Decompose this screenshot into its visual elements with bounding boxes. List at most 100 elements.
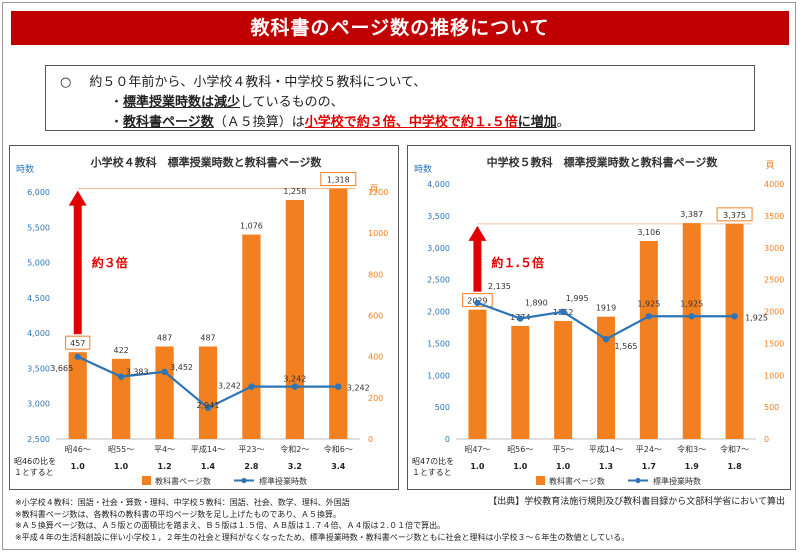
chart-title: 小学校４教科 標準授業時数と教科書ページ数	[90, 155, 323, 169]
page-bar	[155, 346, 174, 439]
increase-text: に増加	[517, 115, 557, 130]
hours-point	[474, 299, 481, 307]
right-axis-label: 頁	[369, 184, 378, 195]
page-value-label: 422	[114, 346, 129, 355]
right-tick-label: 600	[368, 312, 383, 321]
increase-multiplier: 約１.５倍	[491, 255, 544, 270]
category-label: 平成14～	[589, 444, 623, 454]
hours-value-label: 2,941	[197, 401, 220, 410]
ratio-value: 1.8	[727, 462, 742, 471]
hours-point	[731, 313, 738, 320]
page-value-label: 3,375	[723, 211, 746, 220]
hours-point	[204, 404, 212, 412]
ratio-value: 1.0	[114, 462, 129, 471]
left-tick-label: 1,000	[427, 371, 450, 380]
summary-line-3: ・教科書ページ数（Ａ５換算）は小学校で約３倍、中学校で約１.５倍に増加。	[110, 111, 570, 130]
hours-value-label: 1,925	[680, 299, 703, 308]
right-tick-label: 2000	[764, 308, 784, 317]
junior-increase: 中学校で約１.５倍	[408, 115, 518, 130]
left-tick-label: 5,500	[27, 223, 50, 232]
category-label: 昭46～	[65, 445, 91, 454]
elementary-chart-panel: 小学校４教科 標準授業時数と教科書ページ数 時数頁 2,500 3,000 3,500 4…	[9, 145, 399, 490]
category-label: 昭55～	[108, 445, 134, 454]
hours-value-label: 3,383	[126, 368, 149, 377]
page-value-label: 1,258	[283, 187, 306, 196]
note-2: ※教科書ページ数は、各教科の教科書の平均ページ数を足し上げたものであり、Ａ５換算…	[15, 509, 341, 519]
hours-value-label: 1,565	[615, 342, 638, 351]
left-tick-label: 4,000	[427, 180, 450, 189]
right-tick-label: 3500	[764, 212, 784, 221]
hours-point	[248, 383, 255, 390]
hours-point	[161, 368, 168, 376]
left-tick-label: 3,500	[27, 364, 50, 373]
left-tick-label: 2,500	[427, 276, 450, 285]
page-bar	[682, 223, 701, 439]
category-label: 平成14～	[191, 444, 225, 454]
increase-arrow-head	[68, 190, 87, 206]
category-label: 昭47～	[464, 445, 490, 454]
left-tick-label: 3,000	[427, 244, 450, 253]
left-tick-label: 5,000	[27, 259, 50, 268]
hours-value-label: 1,925	[637, 299, 660, 308]
page-bar	[329, 188, 348, 439]
hours-value-label: 1,925	[745, 313, 768, 322]
page-value-label: 3,387	[680, 210, 703, 219]
line3-sep: 、	[395, 115, 409, 130]
page-value-label: 3,106	[637, 228, 660, 237]
legend-label-hours: 標準授業時数	[259, 476, 307, 486]
left-tick-label: 4,000	[27, 329, 50, 338]
left-tick-label: 0	[445, 435, 450, 444]
category-label: 平23～	[238, 445, 264, 454]
hours-point	[291, 383, 299, 390]
left-axis-label: 時数	[414, 163, 432, 175]
ratio-row-label: １とすると	[412, 468, 452, 477]
left-tick-label: 1,500	[427, 339, 450, 348]
right-tick-label: 1500	[764, 339, 784, 348]
ratio-row-label: １とすると	[14, 468, 54, 477]
category-label: 令和7～	[720, 444, 749, 454]
left-tick-label: 3,000	[27, 400, 50, 409]
highlight-box	[716, 207, 753, 222]
page-value-label: 487	[200, 333, 215, 342]
highlight-box	[65, 335, 91, 350]
page-bar	[468, 309, 487, 439]
line2-dot: ・	[110, 95, 124, 110]
right-tick-label: 1000	[764, 371, 784, 380]
category-label: 平4～	[154, 445, 175, 454]
ratio-value: 1.9	[685, 462, 700, 471]
summary-text-1: 約５０年前から、小学校４教科・中学校５教科について、	[89, 75, 427, 90]
right-tick-label: 1000	[368, 229, 388, 238]
right-tick-label: 1200	[368, 188, 388, 197]
hours-point	[559, 308, 567, 316]
hours-point	[74, 353, 81, 360]
hours-value-label: 1,995	[566, 294, 589, 303]
note-1: ※小学校４教科：国語・社会・算数・理科、中学校５教科：国語、社会、数学、理科、外…	[15, 498, 350, 507]
chart-title: 中学校５教科 標準授業時数と教科書ページ数	[487, 155, 719, 169]
category-label: 令和2～	[280, 444, 309, 454]
ratio-value: 1.4	[201, 462, 216, 471]
ratio-value: 3.2	[288, 462, 302, 471]
junior-chart-panel: 中学校５教科 標準授業時数と教科書ページ数 時数 頁 0 500 1,000 1,500 2,…	[407, 145, 791, 490]
summary-line-2: ・標準授業時数は減少しているものの、	[110, 91, 344, 110]
page-value-label: 487	[157, 333, 172, 342]
page-value-label: 1919	[596, 304, 616, 313]
ratio-value: 1.3	[599, 462, 613, 471]
ratio-row-label: 昭46の比を	[14, 456, 56, 466]
page-bar	[597, 316, 615, 439]
ratio-value: 2.8	[244, 462, 259, 471]
page-bar	[112, 358, 131, 439]
page-bar	[68, 352, 87, 439]
hours-value-label: 3,242	[283, 375, 306, 384]
page-bar	[725, 223, 744, 439]
legend-label-hours: 標準授業時数	[653, 476, 701, 486]
right-tick-label: 2500	[764, 276, 784, 285]
summary-line-1: ○ 約５０年前から、小学校４教科・中学校５教科について、	[60, 71, 426, 90]
legend-swatch-pages	[142, 476, 151, 485]
elementary-increase: 小学校で約３倍	[304, 115, 396, 130]
increase-arrow-shaft	[473, 239, 482, 292]
highlight-box	[320, 172, 357, 187]
right-axis-label: 頁	[765, 160, 774, 171]
right-tick-label: 200	[368, 394, 383, 403]
